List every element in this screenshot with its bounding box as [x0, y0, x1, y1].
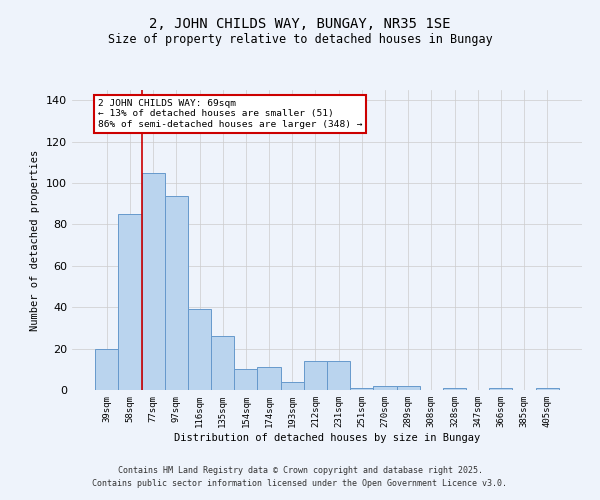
- Bar: [443, 388, 466, 390]
- Bar: [211, 336, 234, 390]
- X-axis label: Distribution of detached houses by size in Bungay: Distribution of detached houses by size …: [174, 432, 480, 442]
- Text: 2 JOHN CHILDS WAY: 69sqm
← 13% of detached houses are smaller (51)
86% of semi-d: 2 JOHN CHILDS WAY: 69sqm ← 13% of detach…: [97, 99, 362, 129]
- Bar: [281, 382, 304, 390]
- Bar: [327, 361, 350, 390]
- Text: 2, JOHN CHILDS WAY, BUNGAY, NR35 1SE: 2, JOHN CHILDS WAY, BUNGAY, NR35 1SE: [149, 18, 451, 32]
- Bar: [234, 370, 257, 390]
- Bar: [188, 310, 211, 390]
- Bar: [350, 388, 373, 390]
- Bar: [373, 386, 397, 390]
- Bar: [489, 388, 512, 390]
- Y-axis label: Number of detached properties: Number of detached properties: [31, 150, 40, 330]
- Text: Size of property relative to detached houses in Bungay: Size of property relative to detached ho…: [107, 32, 493, 46]
- Bar: [397, 386, 420, 390]
- Bar: [304, 361, 327, 390]
- Bar: [95, 348, 118, 390]
- Bar: [536, 388, 559, 390]
- Bar: [118, 214, 142, 390]
- Bar: [257, 367, 281, 390]
- Bar: [142, 173, 165, 390]
- Text: Contains HM Land Registry data © Crown copyright and database right 2025.
Contai: Contains HM Land Registry data © Crown c…: [92, 466, 508, 487]
- Bar: [165, 196, 188, 390]
